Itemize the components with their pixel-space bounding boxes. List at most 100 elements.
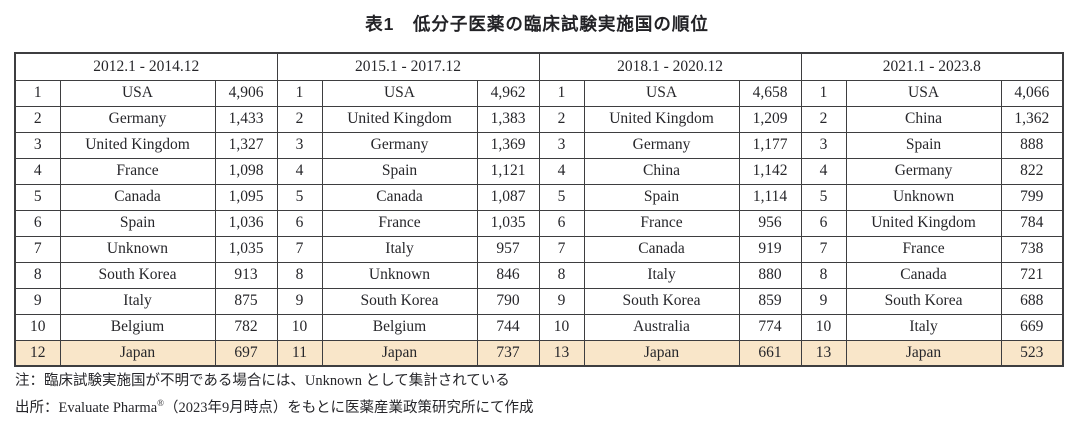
table-row: 7 Unknown 1,035 7 Italy 957 7 Canada 919 7 France 7… — [14, 235, 1064, 263]
trial-count-cell: 790 — [476, 287, 540, 315]
country-cell: Japan — [845, 339, 1002, 367]
rank-cell: 10 — [14, 313, 61, 341]
rank-cell: 5 — [276, 183, 323, 211]
country-cell: South Korea — [845, 287, 1002, 315]
rank-cell: 10 — [276, 313, 323, 341]
trial-count-cell: 688 — [1000, 287, 1064, 315]
rank-cell: 2 — [14, 105, 61, 133]
country-cell: Japan — [59, 339, 216, 367]
rank-cell: 2 — [800, 105, 847, 133]
table-row: 2 Germany 1,433 2 United Kingdom 1,383 2 United… — [14, 105, 1064, 133]
rank-cell: 6 — [276, 209, 323, 237]
source-note: 出所：Evaluate Pharma®（2023年9月時点）をもとに医薬産業政策… — [15, 396, 533, 417]
trial-count-cell: 913 — [214, 261, 278, 289]
rank-cell: 2 — [538, 105, 585, 133]
trial-count-cell: 1,121 — [476, 157, 540, 185]
rank-cell: 4 — [800, 157, 847, 185]
source-text-prefix: 出所：Evaluate Pharma — [15, 400, 158, 416]
trial-count-cell: 1,095 — [214, 183, 278, 211]
country-cell: Italy — [321, 235, 478, 263]
clinical-trial-ranking-table: 2012.1 - 2014.12 2015.1 - 2017.12 2018.1 -… — [14, 52, 1065, 367]
rank-cell: 6 — [538, 209, 585, 237]
rank-cell: 1 — [538, 79, 585, 107]
trial-count-cell: 774 — [738, 313, 802, 341]
trial-count-cell: 1,177 — [738, 131, 802, 159]
country-cell: France — [321, 209, 478, 237]
country-cell: Australia — [583, 313, 740, 341]
trial-count-cell: 1,035 — [214, 235, 278, 263]
trial-count-cell: 1,036 — [214, 209, 278, 237]
trial-count-cell: 661 — [738, 339, 802, 367]
rank-cell: 7 — [800, 235, 847, 263]
country-cell: South Korea — [583, 287, 740, 315]
country-cell: USA — [321, 79, 478, 107]
period-header: 2021.1 - 2023.8 — [800, 52, 1064, 81]
country-cell: Canada — [321, 183, 478, 211]
rank-cell: 4 — [276, 157, 323, 185]
rank-cell: 1 — [800, 79, 847, 107]
trial-count-cell: 888 — [1000, 131, 1064, 159]
country-cell: Germany — [583, 131, 740, 159]
trial-count-cell: 523 — [1000, 339, 1064, 367]
country-cell: Unknown — [845, 183, 1002, 211]
trial-count-cell: 669 — [1000, 313, 1064, 341]
rank-cell: 5 — [14, 183, 61, 211]
rank-cell: 12 — [14, 339, 61, 367]
country-cell: Unknown — [59, 235, 216, 263]
trial-count-cell: 919 — [738, 235, 802, 263]
trial-count-cell: 1,433 — [214, 105, 278, 133]
table-row: 3 United Kingdom 1,327 3 Germany 1,369 3 German… — [14, 131, 1064, 159]
trial-count-cell: 1,087 — [476, 183, 540, 211]
country-cell: USA — [845, 79, 1002, 107]
country-cell: United Kingdom — [321, 105, 478, 133]
country-cell: Spain — [59, 209, 216, 237]
country-cell: Italy — [583, 261, 740, 289]
country-cell: France — [583, 209, 740, 237]
rank-cell: 3 — [276, 131, 323, 159]
trial-count-cell: 4,962 — [476, 79, 540, 107]
rank-cell: 7 — [276, 235, 323, 263]
rank-cell: 8 — [538, 261, 585, 289]
rank-cell: 7 — [14, 235, 61, 263]
rank-cell: 3 — [800, 131, 847, 159]
rank-cell: 3 — [538, 131, 585, 159]
table-row: 12 Japan 697 11 Japan 737 13 Japan 661 13 Japan 523 — [14, 339, 1064, 367]
trial-count-cell: 1,142 — [738, 157, 802, 185]
country-cell: Japan — [321, 339, 478, 367]
rank-cell: 6 — [14, 209, 61, 237]
trial-count-cell: 822 — [1000, 157, 1064, 185]
trial-count-cell: 1,369 — [476, 131, 540, 159]
source-text-suffix: （2023年9月時点）をもとに医薬産業政策研究所にて作成 — [163, 400, 534, 416]
rank-cell: 2 — [276, 105, 323, 133]
country-cell: United Kingdom — [583, 105, 740, 133]
table-row: 10 Belgium 782 10 Belgium 744 10 Australia 774 10… — [14, 313, 1064, 341]
rank-cell: 10 — [538, 313, 585, 341]
period-header: 2015.1 - 2017.12 — [276, 52, 540, 81]
rank-cell: 8 — [14, 261, 61, 289]
trial-count-cell: 782 — [214, 313, 278, 341]
trial-count-cell: 880 — [738, 261, 802, 289]
country-cell: Belgium — [321, 313, 478, 341]
country-cell: Italy — [845, 313, 1002, 341]
country-cell: United Kingdom — [59, 131, 216, 159]
country-cell: South Korea — [321, 287, 478, 315]
rank-cell: 3 — [14, 131, 61, 159]
trial-count-cell: 738 — [1000, 235, 1064, 263]
period-header: 2018.1 - 2020.12 — [538, 52, 802, 81]
trial-count-cell: 957 — [476, 235, 540, 263]
table-row: 1 USA 4,906 1 USA 4,962 1 USA 4,658 1 USA 4,066 — [14, 79, 1064, 107]
trial-count-cell: 737 — [476, 339, 540, 367]
rank-cell: 9 — [538, 287, 585, 315]
trial-count-cell: 1,383 — [476, 105, 540, 133]
trial-count-cell: 1,362 — [1000, 105, 1064, 133]
country-cell: France — [59, 157, 216, 185]
trial-count-cell: 956 — [738, 209, 802, 237]
rank-cell: 9 — [14, 287, 61, 315]
table-row: 6 Spain 1,036 6 France 1,035 6 France 956 6 United… — [14, 209, 1064, 237]
rank-cell: 13 — [800, 339, 847, 367]
country-cell: Italy — [59, 287, 216, 315]
rank-cell: 8 — [800, 261, 847, 289]
country-cell: Spain — [845, 131, 1002, 159]
trial-count-cell: 1,114 — [738, 183, 802, 211]
